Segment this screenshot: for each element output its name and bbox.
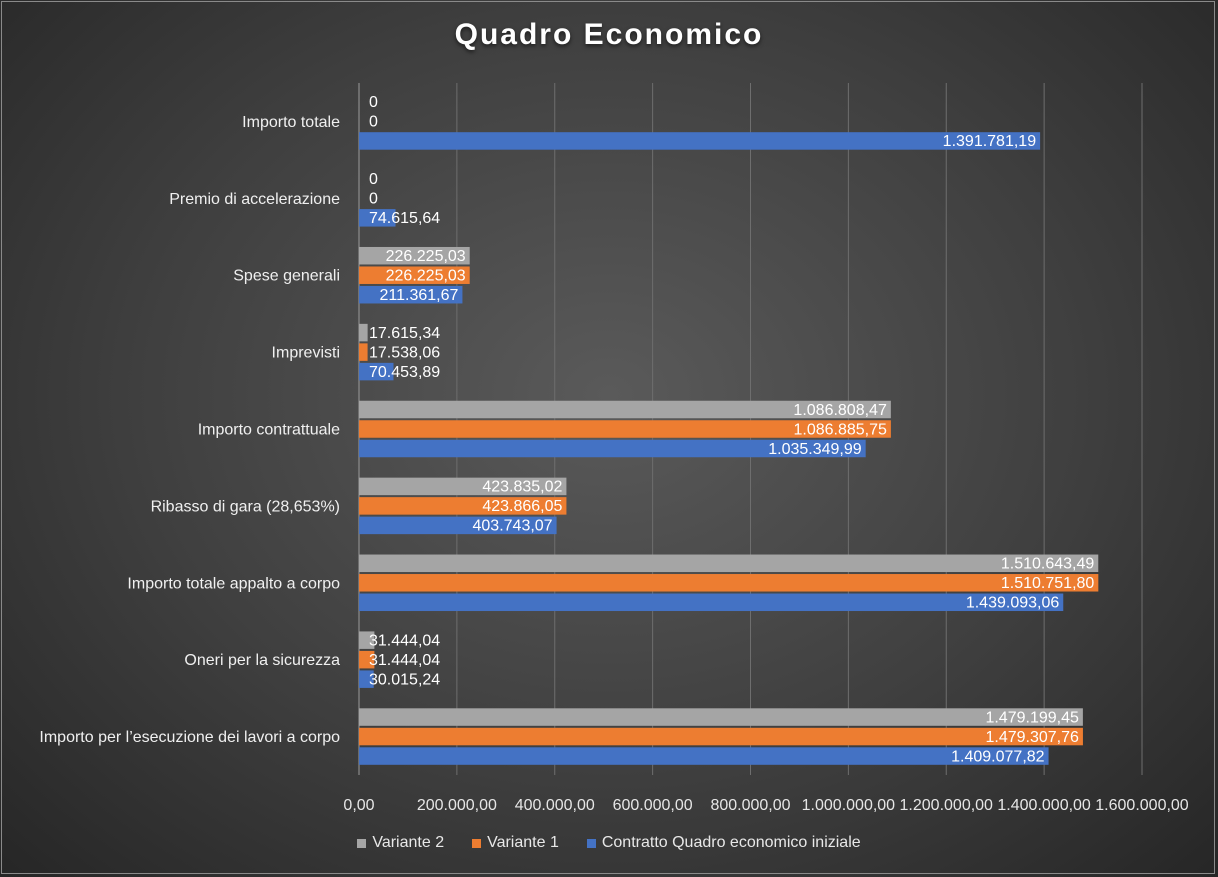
data-label: 1.086.808,47 (793, 402, 887, 419)
data-label: 1.086.885,75 (793, 421, 887, 438)
bar (359, 747, 1049, 765)
bar (359, 574, 1099, 592)
bar (359, 650, 375, 669)
x-tick-label: 800.000,00 (710, 797, 790, 814)
bar (359, 285, 463, 304)
data-label: 1.479.199,45 (985, 709, 1079, 726)
chart-legend: Variante 2 Variante 1 Contratto Quadro eco… (0, 834, 1218, 852)
x-tick-label: 600.000,00 (613, 797, 693, 814)
data-label: 423.866,05 (482, 498, 562, 515)
data-label: 74.615,64 (369, 210, 440, 227)
category-label: Imprevisti (272, 345, 340, 362)
bar (359, 631, 375, 649)
category-label: Importo per l’esecuzione dei lavori a co… (39, 729, 340, 746)
x-tick-label: 400.000,00 (515, 797, 595, 814)
x-tick-label: 0,00 (343, 797, 374, 814)
data-label: 17.615,34 (369, 325, 440, 342)
category-label: Importo totale appalto a corpo (127, 575, 340, 592)
bar (359, 727, 1083, 746)
bar (359, 554, 1099, 573)
data-label: 423.835,02 (482, 479, 562, 496)
bar (359, 323, 368, 342)
data-label: 0 (369, 114, 378, 131)
bar (359, 593, 1064, 612)
category-label: Importo contrattuale (198, 422, 340, 439)
category-label: Ribasso di gara (28,653%) (151, 498, 340, 515)
bar (359, 497, 567, 515)
data-label: 1.391.781,19 (943, 133, 1037, 150)
legend-item: Variante 1 (472, 834, 559, 852)
chart-title: Quadro Economico (454, 18, 764, 51)
data-label: 31.444,04 (369, 652, 440, 669)
bar (359, 209, 396, 227)
data-label: 17.538,06 (369, 344, 440, 361)
legend-label: Contratto Quadro economico iniziale (601, 834, 861, 851)
legend-label: Variante 2 (372, 834, 445, 851)
category-label: Oneri per la sicurezza (184, 652, 340, 669)
data-label: 1.510.751,80 (1001, 575, 1095, 592)
bar (359, 420, 891, 438)
data-label: 1.409.077,82 (951, 748, 1045, 765)
bar (359, 516, 557, 535)
bar (359, 400, 891, 419)
data-label: 30.015,24 (369, 671, 440, 688)
category-label: Importo totale (242, 114, 340, 131)
data-label: 1.035.349,99 (768, 441, 862, 458)
bar (359, 132, 1041, 150)
legend-swatch (586, 838, 596, 848)
x-tick-label: 1.000.000,00 (802, 797, 896, 814)
x-tick-label: 200.000,00 (417, 797, 497, 814)
bar (359, 266, 470, 284)
category-label: Spese generali (233, 268, 340, 285)
category-label: Premio di accelerazione (169, 191, 340, 208)
data-label: 0 (369, 94, 378, 111)
data-label: 31.444,04 (369, 632, 440, 649)
data-label: 226.225,03 (386, 248, 466, 265)
data-label: 403.743,07 (473, 518, 553, 535)
legend-swatch (357, 838, 367, 848)
data-label: 211.361,67 (380, 287, 459, 304)
x-tick-label: 1.600.000,00 (1095, 797, 1189, 814)
bar (359, 670, 374, 688)
data-label: 1.439.093,06 (966, 595, 1060, 612)
data-label: 0 (369, 191, 378, 208)
bar (359, 708, 1083, 726)
bar (359, 362, 394, 381)
legend-item: Variante 2 (357, 834, 444, 852)
data-label: 70.453,89 (369, 364, 440, 381)
bar (359, 477, 567, 496)
x-tick-label: 1.200.000,00 (900, 797, 994, 814)
legend-label: Variante 1 (487, 834, 559, 851)
x-tick-label: 1.400.000,00 (997, 797, 1091, 814)
data-label: 226.225,03 (386, 267, 466, 284)
legend-swatch (472, 838, 482, 848)
bar (359, 246, 470, 265)
bar (359, 343, 368, 361)
bar (359, 439, 866, 458)
data-label: 1.510.643,49 (1001, 556, 1095, 573)
data-label: 0 (369, 171, 378, 188)
legend-item: Contratto Quadro economico iniziale (586, 834, 861, 852)
data-label: 1.479.307,76 (986, 729, 1080, 746)
